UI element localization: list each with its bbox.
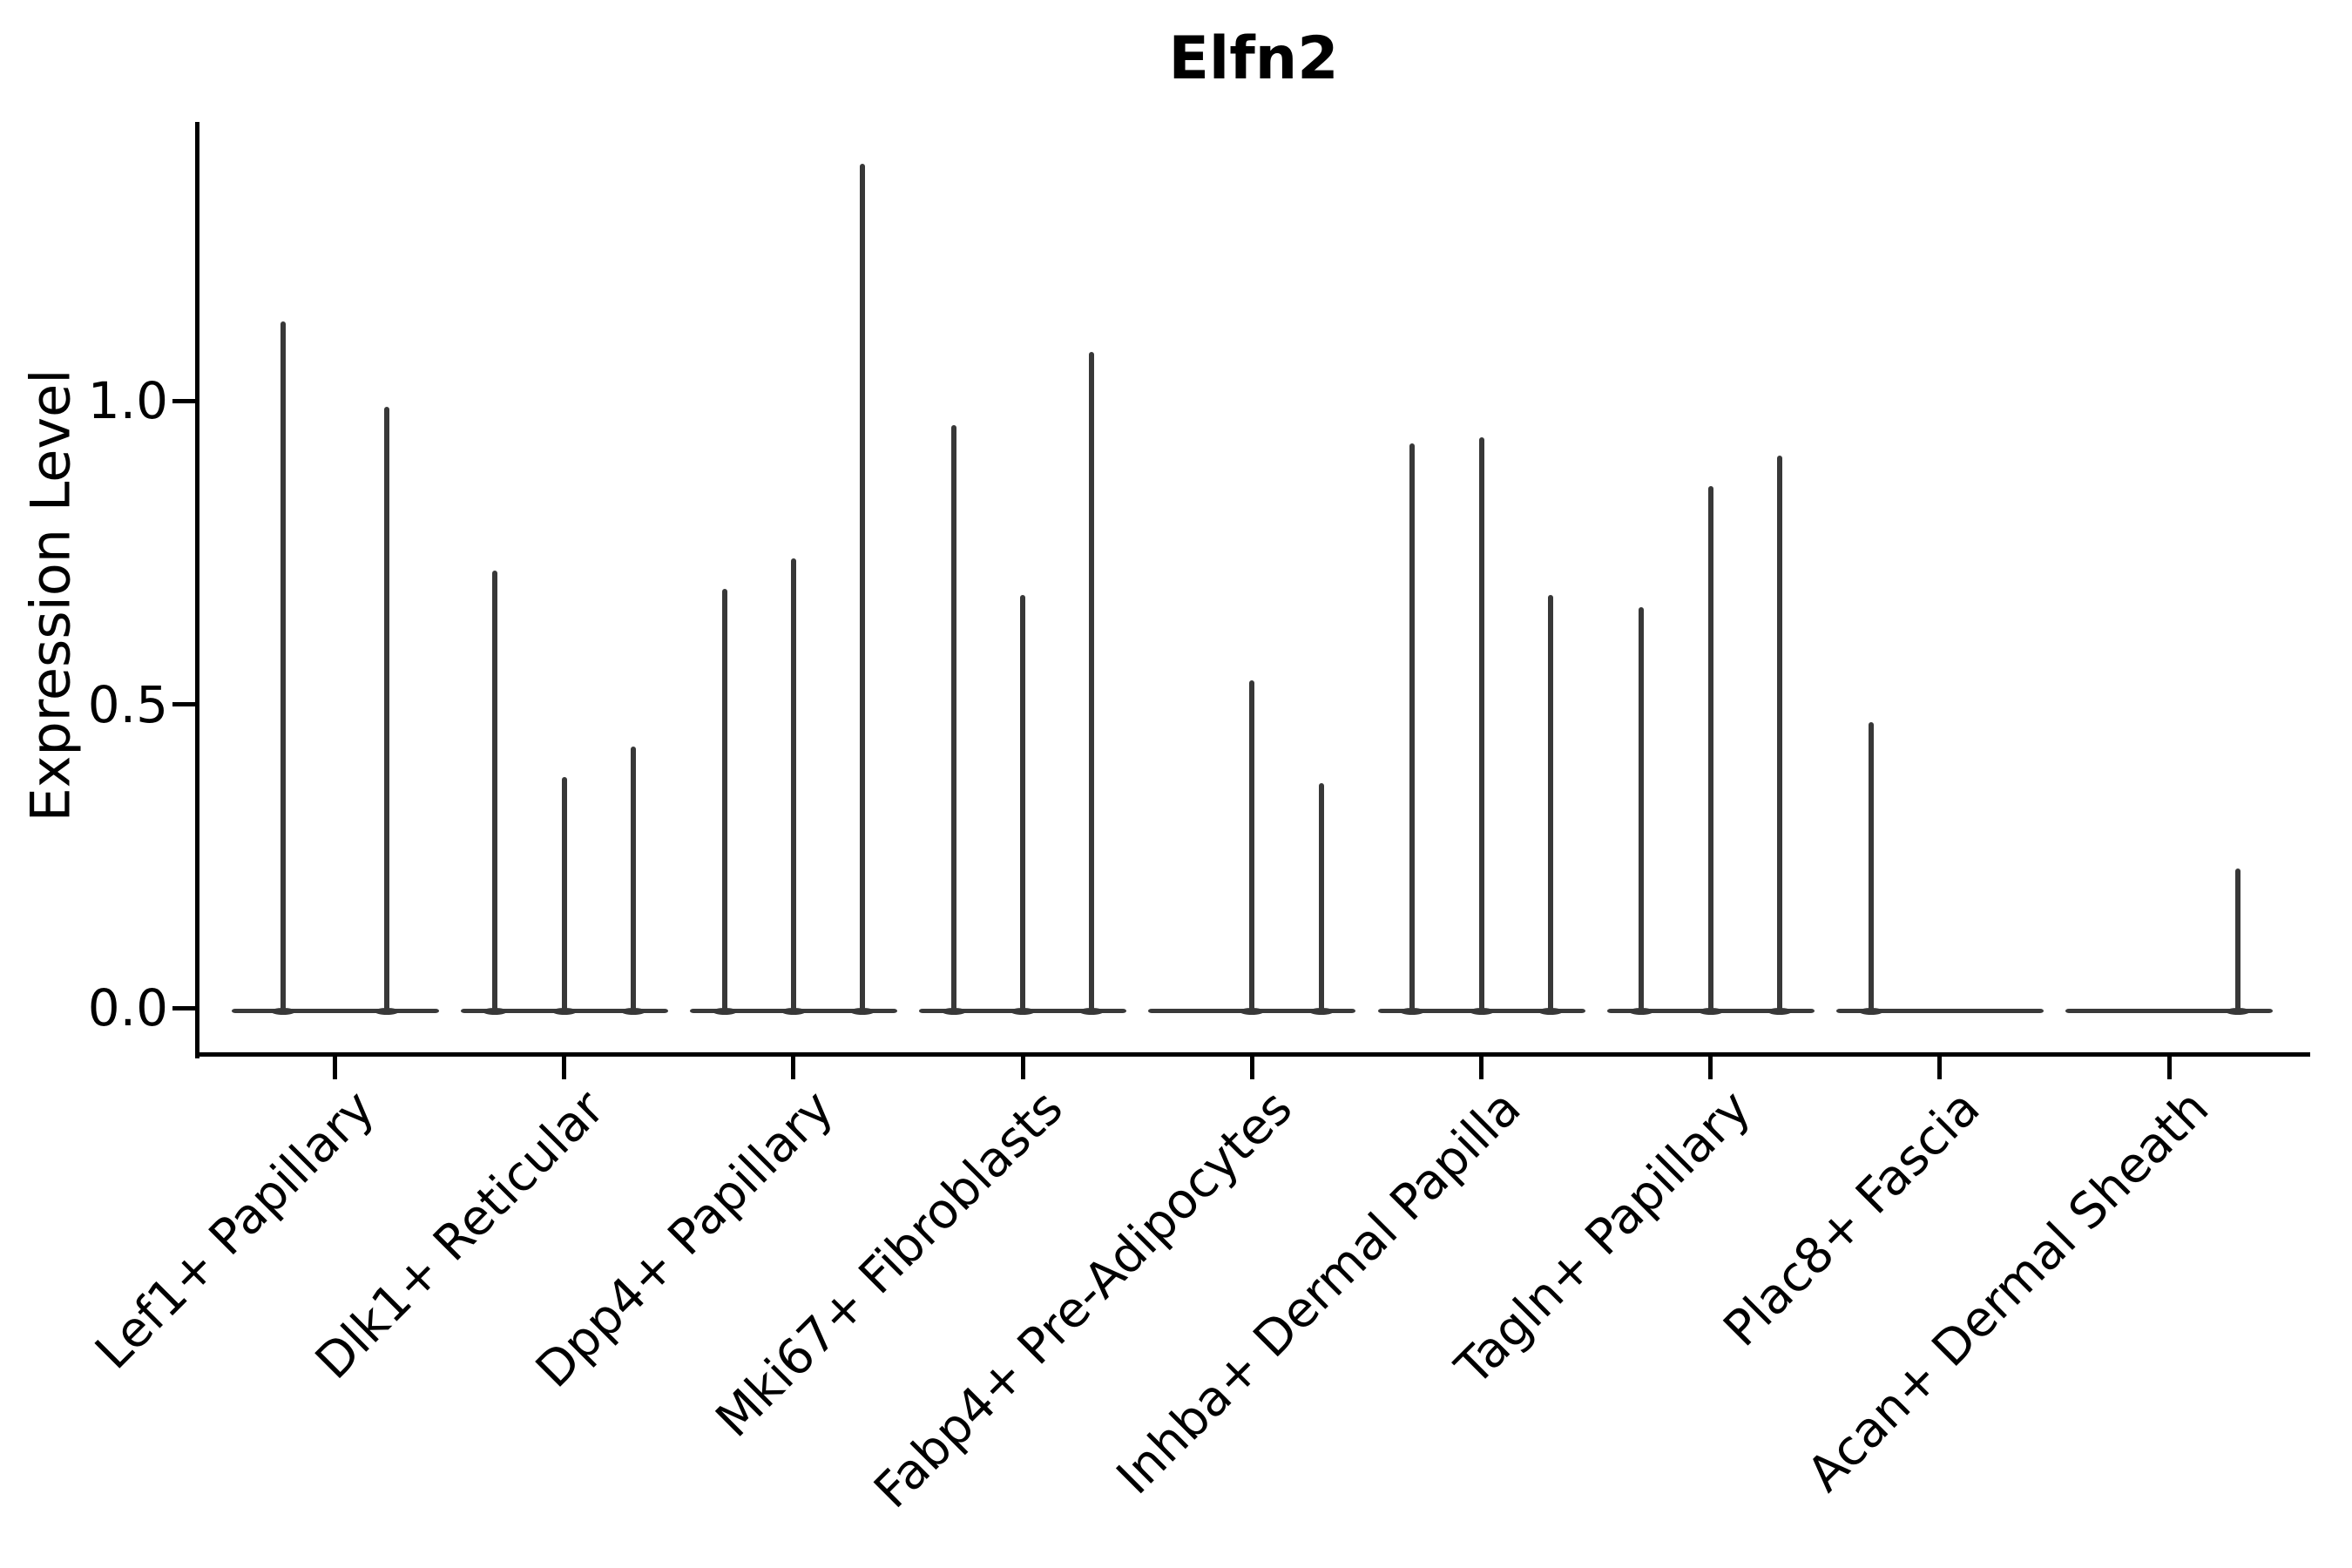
violin-spike — [2235, 868, 2241, 1012]
violin-spike — [1478, 436, 1484, 1012]
violin-spike — [1547, 595, 1553, 1012]
x-tick-mark — [1479, 1057, 1484, 1079]
x-tick-mark — [1020, 1057, 1025, 1079]
violin-spike-foot — [850, 1007, 875, 1015]
x-axis-spine — [195, 1052, 2310, 1057]
violin-spike-foot — [1767, 1007, 1793, 1015]
violin-spike-foot — [1538, 1007, 1563, 1015]
violin-base — [1835, 1009, 2044, 1013]
violin-spike — [1868, 722, 1874, 1012]
violin-spike-foot — [2226, 1007, 2251, 1015]
violin-spike — [950, 424, 956, 1012]
violin-spike — [561, 777, 567, 1012]
x-tick-mark — [1708, 1057, 1713, 1079]
violin-spike — [1707, 485, 1713, 1012]
violin-spike — [384, 406, 389, 1012]
x-tick-label: Inhba+ Dermal Papilla — [1106, 1079, 1532, 1506]
violin-spike-foot — [1858, 1007, 1883, 1015]
violin-spike-foot — [375, 1007, 399, 1015]
violin-spike — [492, 571, 498, 1012]
violin-spike-foot — [1079, 1007, 1105, 1015]
violin-spike — [1409, 443, 1416, 1012]
y-tick-label: 0.5 — [87, 674, 168, 734]
x-tick-label: Acan+ Dermal Sheath — [1796, 1079, 2220, 1504]
x-tick-mark — [1249, 1057, 1254, 1079]
violin-base — [2065, 1009, 2274, 1013]
y-tick-mark — [172, 1005, 197, 1010]
violin-spike-foot — [271, 1007, 295, 1015]
violin-spike-foot — [941, 1007, 966, 1015]
violin-spike — [1089, 352, 1095, 1012]
violin-spike-foot — [551, 1007, 577, 1015]
y-tick-label: 0.0 — [87, 978, 168, 1037]
violin-spike — [631, 747, 637, 1012]
violin-spike — [1020, 595, 1026, 1012]
violin-spike-foot — [781, 1007, 806, 1015]
violin-spike-foot — [1400, 1007, 1425, 1015]
violin-spike — [1777, 455, 1783, 1012]
violin-spike-foot — [1629, 1007, 1654, 1015]
x-tick-label: Fabp4+ Pre-Adipocytes — [863, 1079, 1303, 1520]
violin-spike-foot — [1469, 1007, 1494, 1015]
x-tick-mark — [562, 1057, 567, 1079]
x-tick-mark — [333, 1057, 337, 1079]
violin-spike — [860, 164, 866, 1012]
violin-spike — [1249, 679, 1255, 1012]
violin-spike-foot — [712, 1007, 737, 1015]
y-tick-mark — [172, 702, 197, 706]
violin-spike — [1318, 783, 1324, 1012]
violin-spike-foot — [1698, 1007, 1723, 1015]
violin-spike — [790, 558, 796, 1012]
violin-spike — [1639, 606, 1645, 1012]
violin-spike-foot — [1240, 1007, 1265, 1015]
y-axis-spine — [195, 122, 199, 1058]
violin-spike-foot — [1308, 1007, 1334, 1015]
violin-spike-foot — [621, 1007, 646, 1015]
y-tick-mark — [172, 398, 197, 403]
violin-base — [231, 1009, 439, 1013]
violin-spike-foot — [483, 1007, 508, 1015]
violin-spike — [280, 321, 286, 1012]
plot-title: Elfn2 — [1168, 24, 1339, 93]
x-tick-mark — [791, 1057, 796, 1079]
x-tick-mark — [2166, 1057, 2172, 1079]
violin-spike — [721, 589, 727, 1012]
y-tick-label: 1.0 — [87, 371, 168, 430]
violin-spike-foot — [1010, 1007, 1036, 1015]
x-tick-mark — [1937, 1057, 1943, 1079]
